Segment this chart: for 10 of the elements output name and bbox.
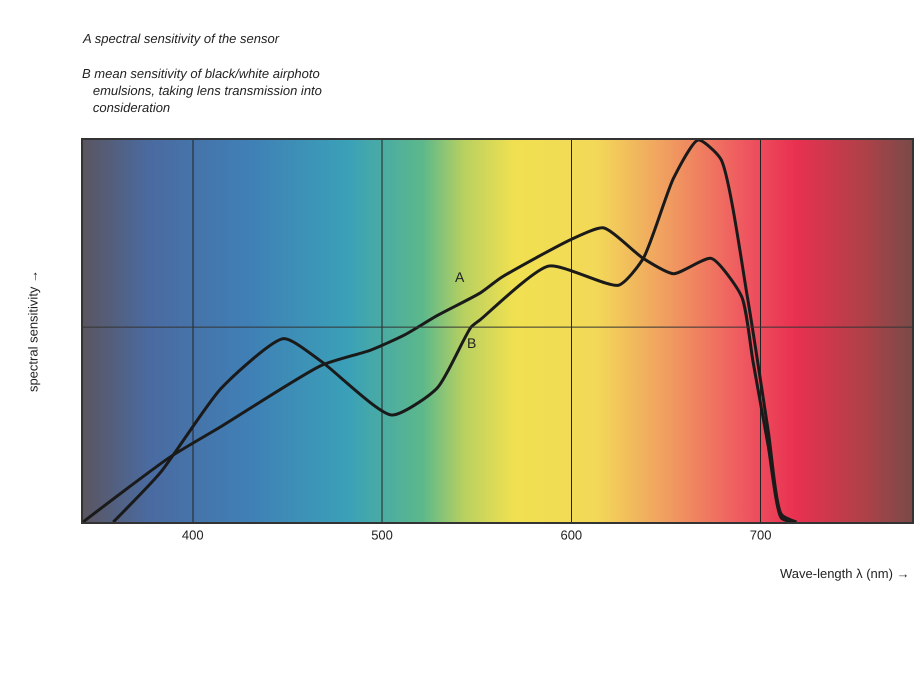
text: A spectral sensitivity of the sensor — [82, 31, 280, 46]
x-tick-label: 600 — [560, 528, 582, 543]
x-tick-label: 700 — [750, 528, 772, 543]
y-axis-title: spectral sensitivity → — [25, 270, 40, 392]
x-axis-title: Wave-length λ (nm) → — [780, 566, 910, 581]
x-tick-label: 400 — [182, 528, 204, 543]
x-tick-label: 500 — [371, 528, 393, 543]
series-label: B — [467, 335, 476, 351]
series-label: A — [455, 269, 465, 285]
text: B mean sensitivity of black/white airphoto emulsions, taking lens transmission into consideration — [82, 66, 322, 115]
